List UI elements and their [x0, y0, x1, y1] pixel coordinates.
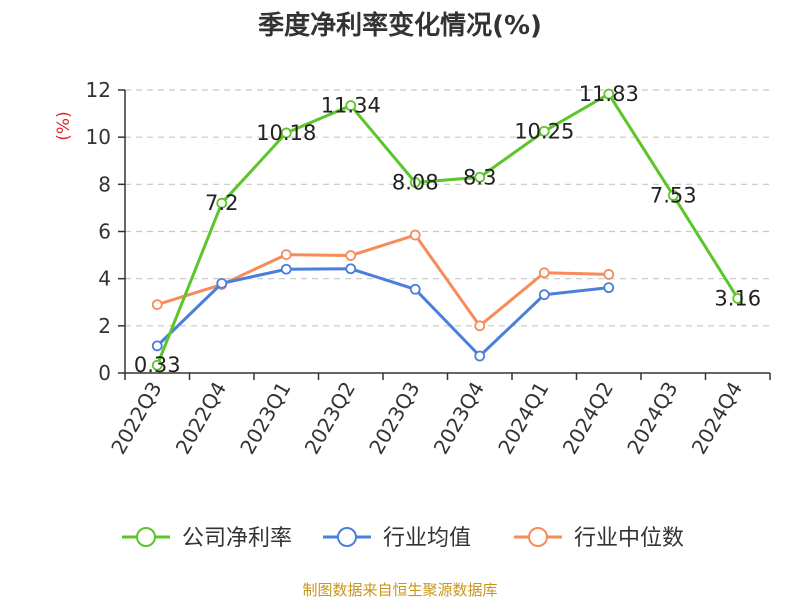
data-label: 11.34 [321, 94, 381, 118]
x-tick-label: 2023Q4 [429, 378, 489, 459]
legend-marker [528, 527, 548, 547]
y-tick-label: 0 [98, 361, 111, 385]
data-label: 0.33 [134, 353, 181, 377]
data-label: 8.08 [392, 170, 439, 194]
data-point [603, 88, 615, 100]
x-tick-label: 2022Q4 [171, 378, 231, 459]
data-point [345, 100, 357, 111]
data-point [732, 293, 744, 304]
data-label: 3.16 [714, 286, 761, 310]
legend: 公司净利率 行业均值 行业中位数 [122, 526, 684, 551]
y-tick-label: 8 [98, 172, 111, 196]
data-point [409, 177, 421, 188]
data-point [151, 340, 163, 352]
data-point [538, 289, 550, 301]
x-tick-label: 2023Q1 [235, 378, 295, 459]
data-point [151, 359, 163, 371]
x-tick-label: 2023Q2 [300, 378, 360, 459]
chart-title: 季度净利率变化情况(%) [258, 10, 542, 41]
legend-entry: 公司净利率 [182, 526, 292, 551]
data-source: 制图数据来自恒生聚源数据库 [302, 581, 497, 599]
x-tick-label: 2022Q3 [106, 378, 166, 459]
legend-entry: 行业中位数 [574, 526, 684, 551]
data-point [280, 263, 292, 275]
data-point [280, 249, 292, 261]
data-point [409, 229, 421, 241]
series-line [156, 267, 609, 358]
legend-entry: 行业均值 [383, 526, 471, 551]
data-point [474, 320, 486, 332]
x-tick-label: 2023Q3 [364, 378, 424, 459]
data-label: 8.3 [463, 165, 496, 189]
data-label: 10.18 [256, 121, 316, 145]
data-point [151, 299, 163, 311]
data-point [216, 277, 228, 289]
data-point [538, 125, 550, 137]
data-point [345, 263, 357, 275]
y-tick-label: 12 [86, 78, 111, 102]
data-point [474, 350, 486, 362]
data-point [538, 267, 550, 279]
data-label: 10.25 [514, 119, 574, 143]
x-tick-label: 2024Q2 [558, 378, 618, 459]
y-axis-label: (%) [54, 111, 74, 140]
y-tick-label: 2 [98, 314, 111, 338]
y-tick-label: 4 [98, 267, 111, 291]
data-point [216, 197, 228, 209]
legend-marker [136, 527, 156, 547]
data-point [474, 171, 486, 183]
data-point [603, 282, 615, 294]
data-point [667, 190, 679, 201]
data-label: 11.83 [579, 82, 639, 106]
legend-marker [337, 527, 357, 547]
x-tick-label: 2024Q3 [622, 378, 682, 459]
data-label: 7.53 [650, 183, 697, 207]
x-tick-label: 2024Q4 [687, 378, 747, 459]
data-point [603, 269, 615, 280]
series-line [155, 92, 740, 366]
data-point [345, 250, 357, 261]
data-point [280, 127, 292, 139]
data-label: 7.2 [205, 191, 238, 215]
y-tick-label: 6 [98, 220, 111, 244]
x-tick-label: 2024Q1 [493, 378, 553, 459]
series-layer [151, 88, 744, 371]
y-tick-label: 10 [86, 125, 111, 149]
data-point [409, 283, 421, 295]
